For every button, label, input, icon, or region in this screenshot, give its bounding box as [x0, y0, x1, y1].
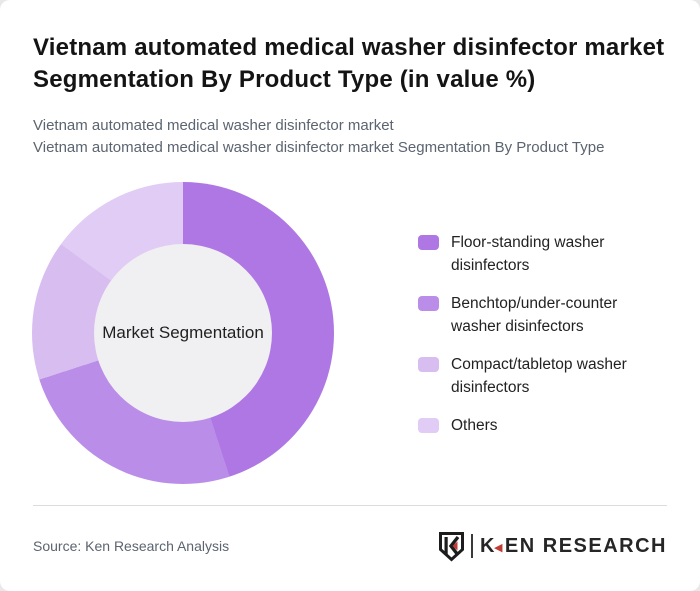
ken-research-logo: K ◀ EN RESEARCH — [438, 531, 667, 562]
donut-center-label: Market Segmentation — [102, 323, 264, 342]
legend-swatch — [418, 357, 439, 372]
legend-label: Floor-standing washer disinfectors — [451, 234, 605, 274]
red-triangle-icon: ◀ — [493, 540, 504, 554]
donut-center: Market Segmentation — [94, 244, 272, 422]
footer-divider — [33, 505, 667, 506]
donut-chart: Market Segmentation — [32, 182, 334, 484]
logo-rest: EN RESEARCH — [504, 534, 667, 557]
legend-swatch — [418, 235, 439, 250]
legend-item: Compact/tabletop washer disinfectors — [418, 353, 658, 399]
legend-item: Benchtop/under-counter washer disinfecto… — [418, 292, 658, 338]
legend-swatch — [418, 418, 439, 433]
subtitle-line-2: Vietnam automated medical washer disinfe… — [33, 139, 605, 156]
subtitle-line-1: Vietnam automated medical washer disinfe… — [33, 117, 394, 134]
ken-research-shield-icon — [439, 531, 464, 562]
legend-label: Benchtop/under-counter washer disinfecto… — [451, 295, 618, 335]
legend-item: Floor-standing washer disinfectors — [418, 231, 658, 277]
footer: Source: Ken Research Analysis K ◀ EN RESEA… — [33, 528, 667, 564]
legend-swatch — [418, 296, 439, 311]
legend-item: Others — [418, 414, 658, 437]
logo-divider — [471, 534, 473, 558]
legend-label: Others — [451, 417, 498, 434]
page-title: Vietnam automated medical washer disinfe… — [33, 34, 665, 93]
chart-legend: Floor-standing washer disinfectors Bencht… — [418, 231, 658, 452]
source-note: Source: Ken Research Analysis — [33, 538, 230, 554]
logo-text: K ◀ EN RESEARCH — [480, 535, 667, 558]
logo-k: K — [480, 534, 496, 557]
legend-label: Compact/tabletop washer disinfectors — [451, 356, 627, 396]
